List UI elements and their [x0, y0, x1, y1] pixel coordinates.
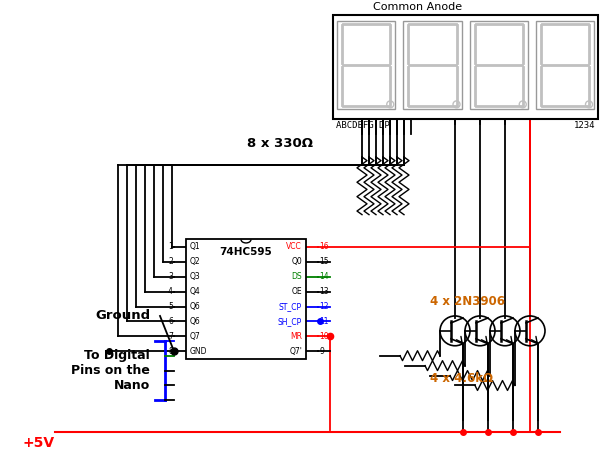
Text: To Digital
Pins on the
Nano: To Digital Pins on the Nano	[71, 349, 150, 392]
Text: Q1: Q1	[190, 242, 201, 251]
Text: 2: 2	[168, 257, 173, 266]
Text: 10: 10	[319, 332, 328, 341]
Text: 11: 11	[319, 317, 328, 326]
Text: 9: 9	[319, 347, 324, 356]
Text: 12: 12	[319, 302, 328, 311]
Text: 14: 14	[319, 272, 328, 281]
Text: OE: OE	[291, 287, 302, 296]
Text: 6: 6	[168, 317, 173, 326]
Text: 16: 16	[319, 242, 328, 251]
Text: ST_CP: ST_CP	[279, 302, 302, 311]
Bar	[403, 21, 462, 109]
Bar	[536, 21, 594, 109]
Bar	[186, 240, 306, 359]
Text: 8: 8	[168, 347, 173, 356]
Text: 1: 1	[168, 242, 173, 251]
Text: Q2: Q2	[190, 257, 201, 266]
Text: 8 x 330Ω: 8 x 330Ω	[247, 137, 313, 150]
Text: Q3: Q3	[190, 272, 201, 281]
Text: ABCDEFG DP: ABCDEFG DP	[336, 121, 390, 130]
Bar	[470, 21, 528, 109]
Text: Q0: Q0	[291, 257, 302, 266]
Text: Ground: Ground	[95, 310, 150, 322]
Text: DS: DS	[291, 272, 302, 281]
Text: 1234: 1234	[573, 121, 595, 130]
Text: 74HC595: 74HC595	[219, 247, 272, 257]
Text: 4 x 2N3906: 4 x 2N3906	[430, 294, 505, 308]
Text: 13: 13	[319, 287, 328, 296]
Text: SH_CP: SH_CP	[278, 317, 302, 326]
Text: Q6: Q6	[190, 317, 201, 326]
Text: GND: GND	[190, 347, 207, 356]
Bar	[333, 15, 598, 119]
Text: 7: 7	[168, 332, 173, 341]
Bar	[337, 21, 395, 109]
Text: MR: MR	[290, 332, 302, 341]
Text: 4: 4	[168, 287, 173, 296]
Text: 15: 15	[319, 257, 328, 266]
Text: Q7: Q7	[190, 332, 201, 341]
Text: Common Anode: Common Anode	[373, 2, 462, 12]
Text: 4 x 4.6kΩ: 4 x 4.6kΩ	[430, 372, 493, 385]
Text: Q7': Q7'	[289, 347, 302, 356]
Text: +5V: +5V	[22, 436, 54, 450]
Text: Q4: Q4	[190, 287, 201, 296]
Text: VCC: VCC	[286, 242, 302, 251]
Text: Q6: Q6	[190, 302, 201, 311]
Text: 5: 5	[168, 302, 173, 311]
Text: 3: 3	[168, 272, 173, 281]
